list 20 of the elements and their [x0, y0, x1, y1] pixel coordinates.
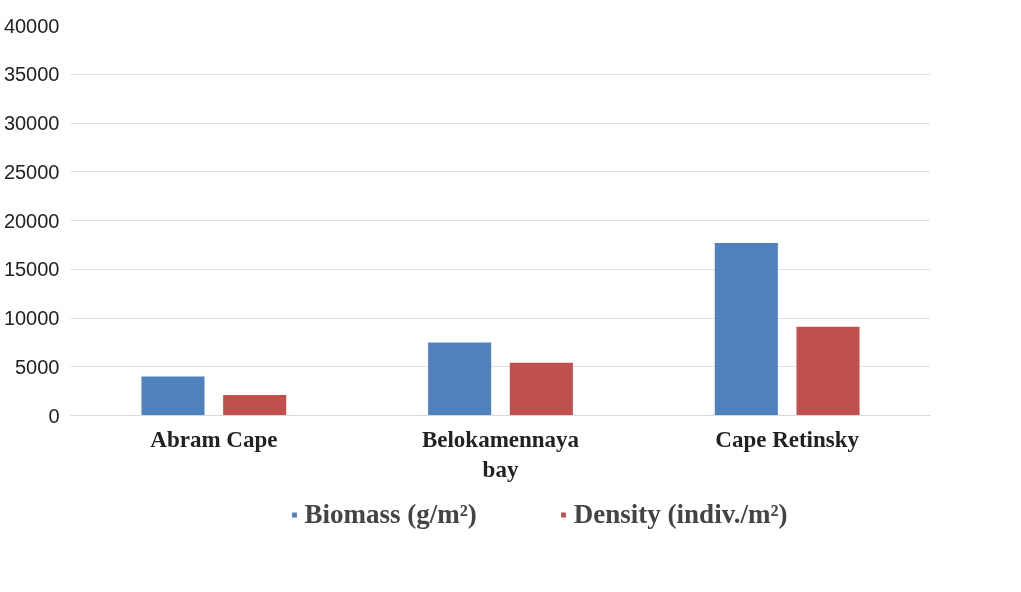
legend-label: Biomass (g/m²): [304, 498, 477, 530]
bar: [714, 242, 778, 416]
bar: [141, 376, 205, 416]
y-tick-label: 0: [48, 404, 60, 427]
y-tick-label: 10000: [3, 307, 60, 329]
y-tick-label: 30000: [3, 112, 60, 134]
bar: [796, 326, 860, 416]
bar: [509, 362, 573, 416]
y-tick-label: 35000: [3, 63, 60, 86]
x-tick-label: Abram Cape: [150, 426, 278, 452]
y-tick-label: 20000: [3, 209, 60, 232]
x-tick-label: Cape Retinsky: [715, 426, 860, 452]
bar: [223, 395, 287, 416]
y-tick-label: 15000: [3, 258, 60, 281]
bar: [428, 342, 492, 416]
y-tick-label: 40000: [3, 14, 60, 37]
legend-label: Density (indiv./m²): [573, 498, 788, 530]
x-tick-label: Belokamennaya bay: [421, 426, 580, 482]
y-tick-label: 5000: [15, 355, 60, 378]
y-tick-label: 25000: [3, 160, 60, 183]
